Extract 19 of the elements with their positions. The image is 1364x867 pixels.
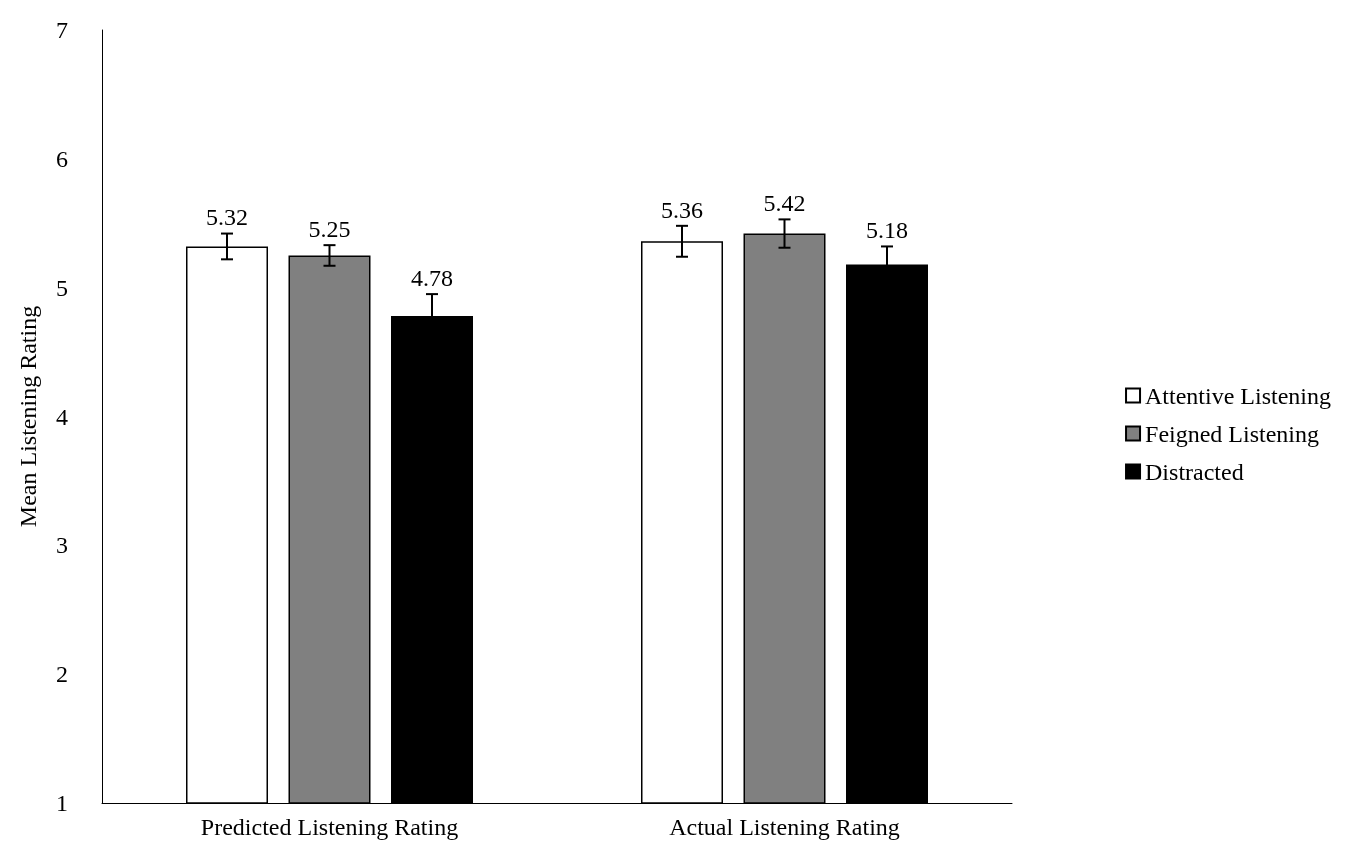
- y-tick-label: 5: [56, 274, 68, 301]
- legend-label: Attentive Listening: [1145, 382, 1331, 409]
- y-tick-label: 1: [56, 790, 68, 816]
- data-label: 5.25: [308, 215, 351, 242]
- data-label: 5.32: [206, 204, 248, 231]
- y-tick-label: 6: [56, 145, 68, 172]
- data-label: 5.36: [661, 196, 703, 223]
- legend-label: Feigned Listening: [1145, 420, 1320, 447]
- data-label: 5.18: [866, 217, 908, 244]
- y-tick-label: 7: [56, 17, 68, 43]
- y-axis-title: Mean Listening Rating: [15, 305, 41, 528]
- x-tick-label: Predicted Listening Rating: [200, 814, 459, 840]
- legend-label: Distracted: [1145, 458, 1244, 485]
- data-label: 4.78: [411, 264, 453, 291]
- data-label: 5.42: [763, 190, 806, 217]
- y-tick-label: 4: [56, 403, 68, 430]
- x-tick-label: Actual Listening Rating: [669, 814, 900, 840]
- y-tick-label: 3: [56, 532, 68, 559]
- y-tick-label: 2: [56, 661, 68, 688]
